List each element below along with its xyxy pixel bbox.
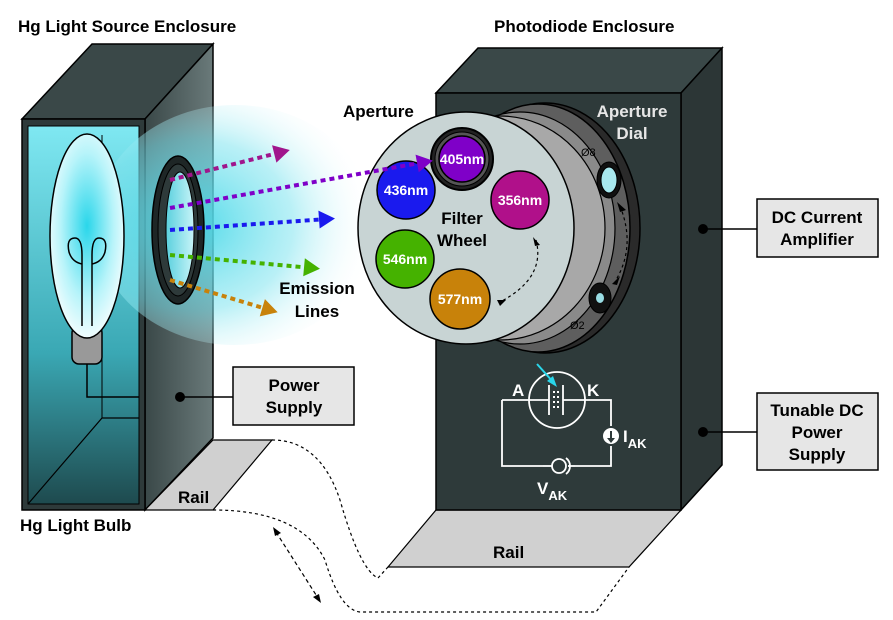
filter-wheel-label-1: Filter (441, 209, 483, 228)
filter-label-356nm: 356nm (498, 192, 542, 208)
rail-left-label: Rail (178, 488, 209, 507)
filter-546nm (375, 229, 435, 289)
aperture-label: Aperture (343, 102, 414, 121)
dc-amplifier-line-2: Amplifier (780, 230, 854, 249)
dc-amplifier-box: DC Current Amplifier (756, 198, 879, 258)
emission-arrowhead-5 (259, 299, 278, 317)
aperture-dial-label-1: Aperture (597, 102, 668, 121)
tunable-supply-box: Tunable DC Power Supply (756, 392, 879, 471)
voltage-label: VAK (537, 479, 568, 503)
aperture-dia-large: Ø8 (581, 147, 596, 159)
rail-right-label: Rail (493, 543, 524, 562)
rail-motion-arrow (275, 531, 319, 599)
filter-405nm (438, 135, 486, 183)
emission-arrowhead-1 (272, 145, 290, 163)
power-supply-line-1: Power (268, 376, 319, 395)
filter-356nm (490, 170, 550, 230)
current-label: IAK (623, 427, 647, 451)
light-source-lens (151, 155, 205, 305)
photodiode-title: Photodiode Enclosure (494, 17, 674, 36)
emission-arrowhead-2 (415, 154, 433, 173)
tunable-supply-line-2: Power (791, 423, 842, 442)
filter-577nm (429, 268, 491, 330)
rail-right (386, 509, 683, 568)
filter-wheel-label-2: Wheel (437, 231, 487, 250)
filter-label-577nm: 577nm (438, 291, 482, 307)
filter-label-546nm: 546nm (383, 251, 427, 267)
emission-line-4 (169, 253, 313, 270)
anode-label: A (512, 381, 524, 400)
emission-line-1 (169, 150, 283, 182)
tunable-supply-line-3: Supply (789, 445, 846, 464)
photodiode-circuit (501, 371, 612, 475)
hg-light-bulb (49, 133, 139, 398)
power-supply-line-2: Supply (266, 398, 323, 417)
emission-arrowhead-3 (318, 210, 335, 229)
emission-arrowhead-4 (303, 258, 320, 277)
filter-436nm (376, 160, 436, 220)
dc-amplifier-line-1: DC Current (772, 208, 863, 227)
bulb-label: Hg Light Bulb (20, 516, 131, 535)
emission-line-2 (169, 160, 426, 210)
aperture-dial-label-2: Dial (616, 124, 647, 143)
filter-label-436nm: 436nm (384, 182, 428, 198)
rail-connection (271, 439, 389, 579)
emission-label-1: Emission (279, 279, 355, 298)
filter-label-405nm: 405nm (440, 151, 484, 167)
cathode-label: K (587, 381, 600, 400)
aperture-dia-small: Ø2 (570, 320, 585, 332)
tunable-supply-line-1: Tunable DC (770, 401, 863, 420)
emission-label-2: Lines (295, 302, 339, 321)
light-source-title: Hg Light Source Enclosure (18, 17, 236, 36)
power-supply-box: Power Supply (232, 366, 355, 426)
